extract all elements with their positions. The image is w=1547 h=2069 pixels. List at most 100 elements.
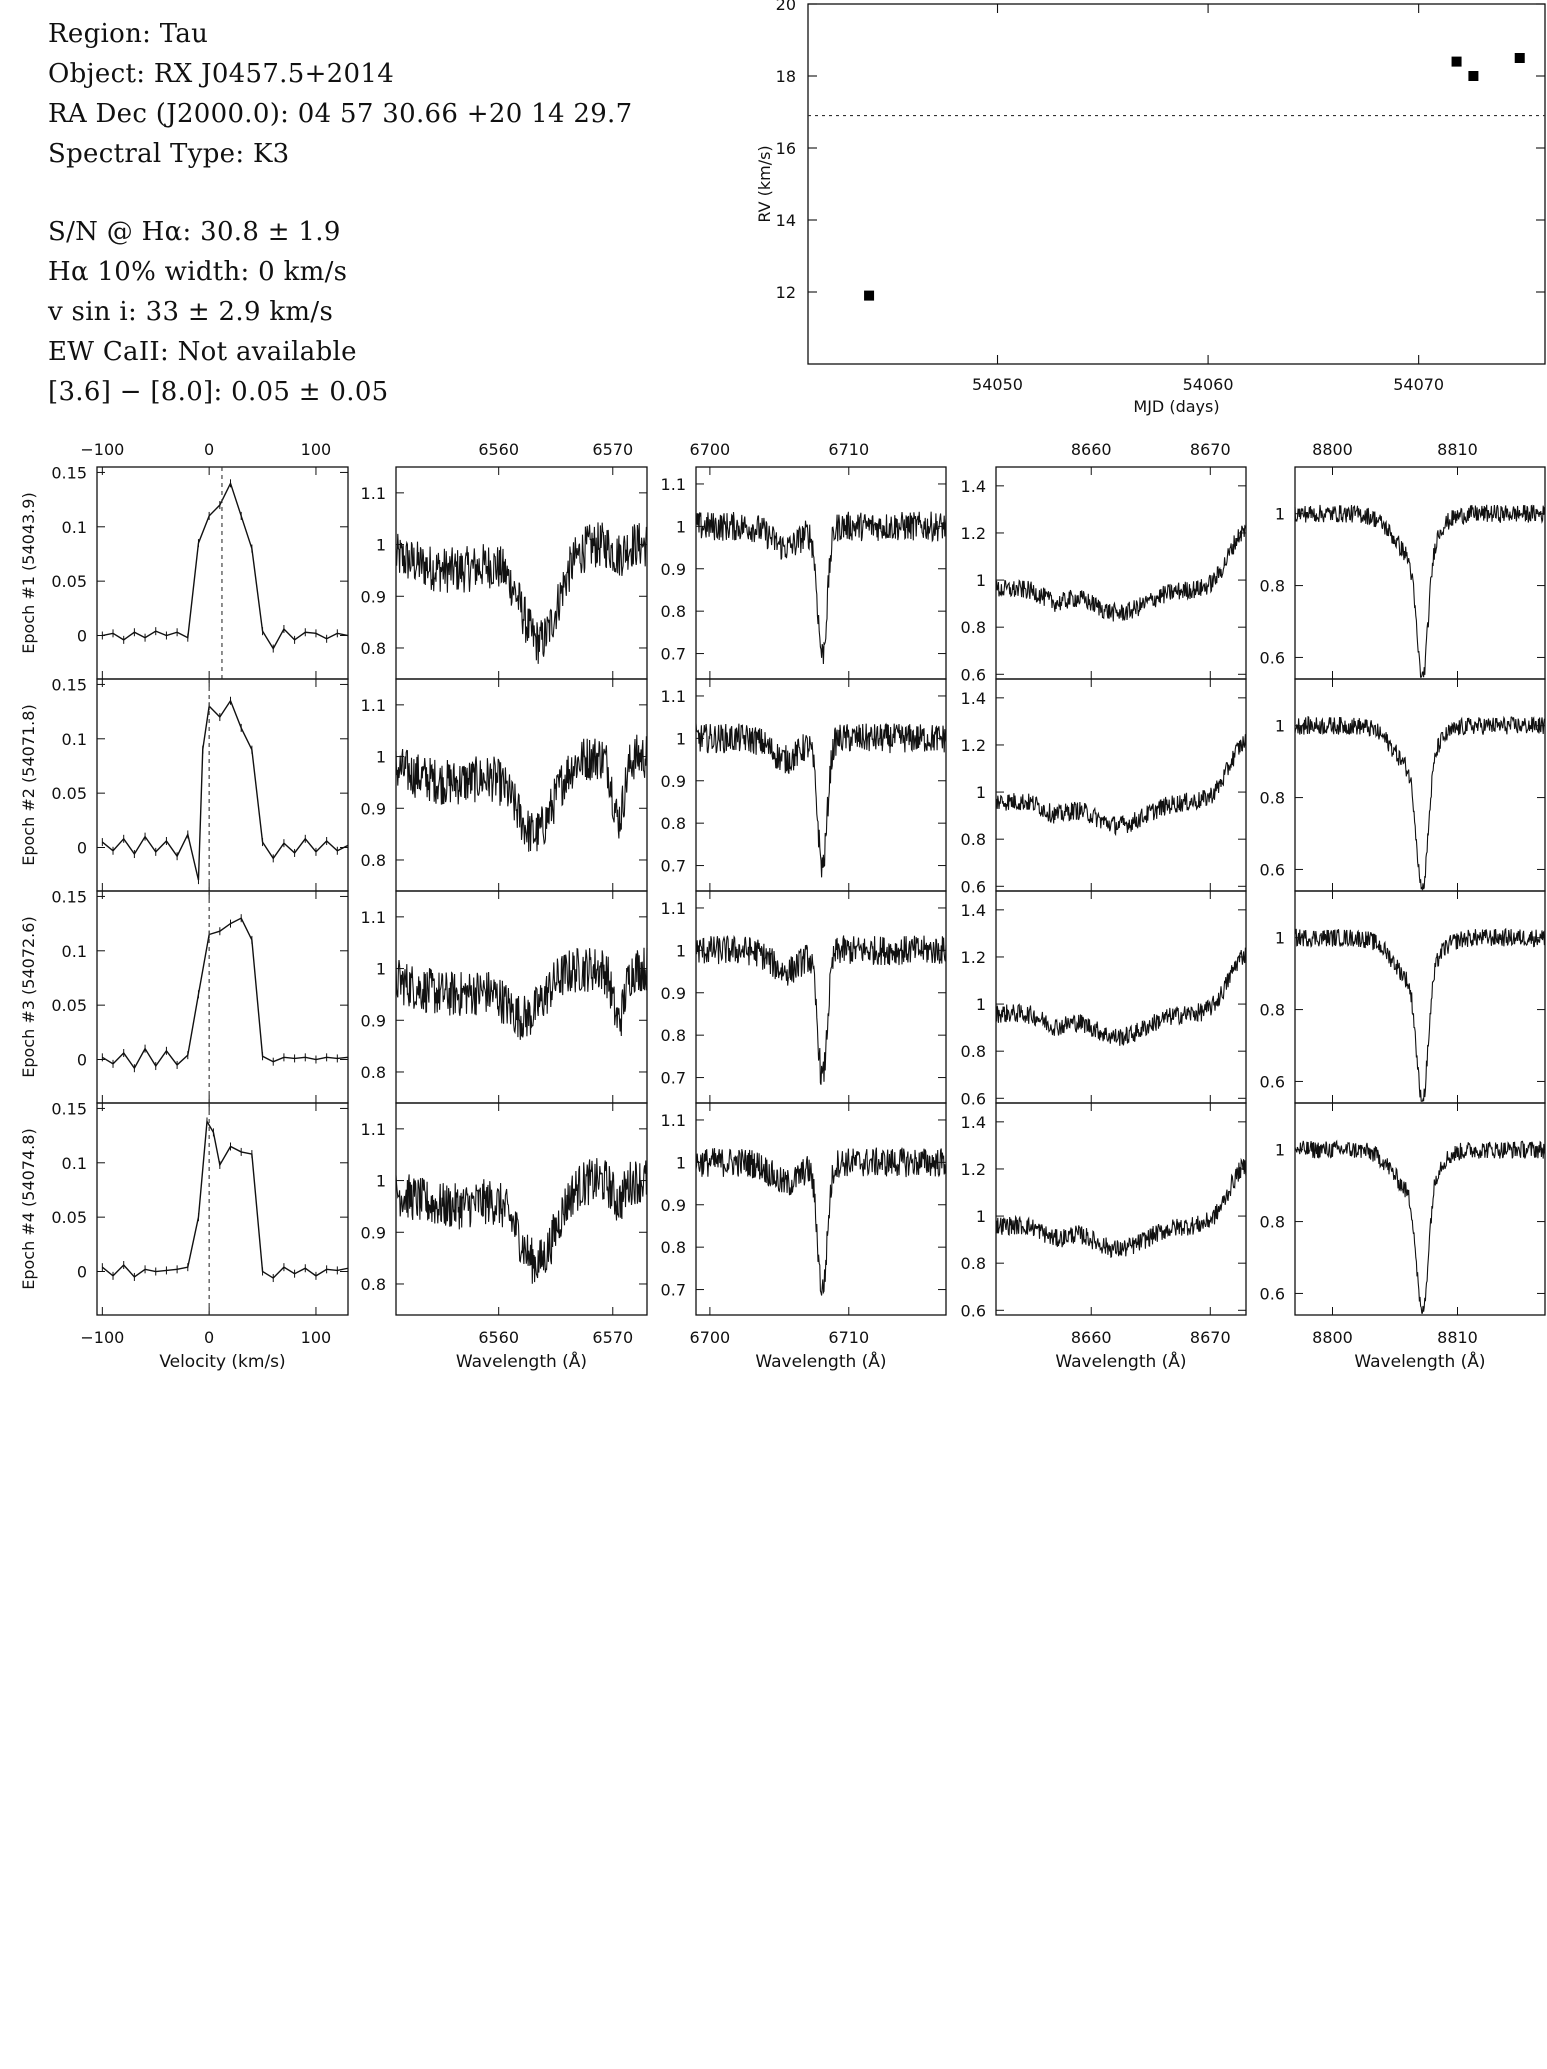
x-tick-label-top: 6700 bbox=[690, 440, 731, 459]
y-tick-label: 0.8 bbox=[1260, 789, 1285, 808]
rv-chart: 54050 54060 54070 12 14 16 18 20 MJD (days) RV (k… bbox=[755, 0, 1546, 416]
panel-frame bbox=[1294, 466, 1546, 680]
panel-li-epoch-2: 0.7 0.8 0.9 1 1.1 bbox=[661, 678, 947, 892]
panel-frame bbox=[1294, 890, 1546, 1104]
region-label: Region: Tau bbox=[48, 19, 209, 49]
y-tick-label: 0.7 bbox=[661, 1281, 686, 1300]
x-tick-label: 0 bbox=[204, 1328, 214, 1347]
panel-frame bbox=[995, 1102, 1247, 1316]
y-tick-label: 0.6 bbox=[961, 877, 986, 896]
y-tick-label: 1 bbox=[1275, 717, 1285, 736]
x-tick-label-top: 100 bbox=[301, 440, 332, 459]
spectral-type-label: Spectral Type: K3 bbox=[48, 139, 290, 169]
y-tick-label: 1 bbox=[976, 783, 986, 802]
y-tick-label: 0.1 bbox=[62, 1154, 87, 1173]
y-tick-label: 0.8 bbox=[361, 851, 386, 870]
x-tick-label-top: −100 bbox=[80, 440, 124, 459]
y-tick-label: 1.2 bbox=[961, 524, 986, 543]
y-tick-label: 0.8 bbox=[661, 1026, 686, 1045]
y-tick-label: 1.2 bbox=[961, 948, 986, 967]
panel-li-epoch-3: 0.7 0.8 0.9 1 1.1 bbox=[661, 890, 947, 1104]
x-axis-label: Wavelength (Å) bbox=[1354, 1350, 1485, 1372]
y-tick-label: 0.9 bbox=[661, 560, 686, 579]
rv-x-axis-label: MJD (days) bbox=[1133, 397, 1219, 416]
panel-ca1-epoch-2: 0.6 0.8 1 1.2 1.4 bbox=[961, 678, 1247, 896]
y-tick-label: 0.8 bbox=[661, 1238, 686, 1257]
spectrum-line bbox=[695, 511, 947, 665]
y-tick-label: 0.8 bbox=[1260, 1001, 1285, 1020]
panel-frame bbox=[395, 890, 648, 1104]
y-tick-label: 1.1 bbox=[361, 696, 386, 715]
spectrum-line bbox=[395, 1158, 648, 1284]
rv-x-tick-label: 54060 bbox=[1183, 375, 1234, 394]
star-info-block: Region: Tau Object: RX J0457.5+2014 RA D… bbox=[48, 14, 748, 412]
y-tick-label: 0.05 bbox=[51, 1208, 87, 1227]
y-tick-label: 1.1 bbox=[361, 908, 386, 927]
x-tick-label: 8660 bbox=[1071, 1328, 1112, 1347]
x-tick-label: 6710 bbox=[828, 1328, 869, 1347]
x-tick-label: 100 bbox=[301, 1328, 332, 1347]
y-tick-label: 1.4 bbox=[961, 901, 986, 920]
x-tick-label: 8670 bbox=[1190, 1328, 1231, 1347]
panel-ha-epoch-3: 0.8 0.9 1 1.1 bbox=[361, 890, 648, 1104]
x-tick-label: 8800 bbox=[1312, 1328, 1353, 1347]
x-tick-label: −100 bbox=[80, 1328, 124, 1347]
y-tick-label: 1 bbox=[1275, 1141, 1285, 1160]
y-tick-label: 0.05 bbox=[51, 996, 87, 1015]
y-tick-label: 0.15 bbox=[51, 675, 87, 694]
panel-frame bbox=[995, 890, 1247, 1104]
x-tick-label-top: 8660 bbox=[1071, 440, 1112, 459]
vsini-label: v sin i: 33 ± 2.9 km/s bbox=[48, 297, 334, 327]
y-tick-label: 1.2 bbox=[961, 1160, 986, 1179]
y-tick-label: 1 bbox=[676, 1153, 686, 1172]
x-tick-label-top: 6710 bbox=[828, 440, 869, 459]
panel-frame bbox=[1294, 678, 1546, 892]
y-tick-label: 1 bbox=[376, 536, 386, 555]
epoch-label: Epoch #2 (54071.8) bbox=[19, 704, 38, 865]
panel-frame bbox=[96, 678, 349, 892]
y-tick-label: 0 bbox=[77, 1263, 87, 1282]
velocity-profile-line bbox=[101, 1119, 349, 1279]
epoch-label: Epoch #3 (54072.6) bbox=[19, 916, 38, 1077]
x-tick-label-top: 6560 bbox=[478, 440, 519, 459]
y-tick-label: 1.1 bbox=[661, 899, 686, 918]
spectrum-line bbox=[395, 522, 648, 664]
spectrum-line bbox=[1294, 927, 1546, 1102]
y-tick-label: 0.1 bbox=[62, 942, 87, 961]
y-tick-label: 1 bbox=[1275, 505, 1285, 524]
rv-y-tick-label: 16 bbox=[776, 139, 796, 158]
sn-label: S/N @ Hα: 30.8 ± 1.9 bbox=[48, 217, 341, 247]
y-tick-label: 0.8 bbox=[1260, 1213, 1285, 1232]
x-tick-label: 6570 bbox=[592, 1328, 633, 1347]
panel-ca2-epoch-3: 0.6 0.8 1 bbox=[1260, 890, 1546, 1104]
y-tick-label: 1.1 bbox=[661, 475, 686, 494]
y-tick-label: 1 bbox=[976, 571, 986, 590]
y-tick-label: 0.1 bbox=[62, 730, 87, 749]
y-tick-label: 0.8 bbox=[1260, 577, 1285, 596]
y-tick-label: 1.1 bbox=[661, 687, 686, 706]
spectrum-line bbox=[995, 524, 1247, 622]
y-tick-label: 1.2 bbox=[961, 736, 986, 755]
panel-ca2-epoch-4: 0.6 0.8 1 8800 8810 bbox=[1260, 1102, 1546, 1347]
y-tick-label: 1.1 bbox=[361, 484, 386, 503]
panel-ha-epoch-2: 0.8 0.9 1 1.1 bbox=[361, 678, 648, 892]
y-tick-label: 0.9 bbox=[661, 772, 686, 791]
spectrum-line bbox=[695, 1147, 947, 1296]
y-tick-label: 0.9 bbox=[361, 587, 386, 606]
halpha-width-label: Hα 10% width: 0 km/s bbox=[48, 257, 348, 287]
y-tick-label: 1.4 bbox=[961, 689, 986, 708]
panel-li-epoch-4: 0.7 0.8 0.9 1 1.1 6700 6710 bbox=[661, 1102, 947, 1347]
y-tick-label: 0.8 bbox=[961, 830, 986, 849]
y-tick-label: 0.6 bbox=[961, 1089, 986, 1108]
panel-frame bbox=[395, 1102, 648, 1316]
rv-y-tick-label: 20 bbox=[776, 0, 796, 14]
panel-frame bbox=[695, 1102, 947, 1316]
x-tick-label-top: 8670 bbox=[1190, 440, 1231, 459]
rv-point bbox=[1451, 56, 1462, 67]
y-tick-label: 1 bbox=[1275, 929, 1285, 948]
y-tick-label: 0.7 bbox=[661, 1069, 686, 1088]
y-tick-label: 0.6 bbox=[1260, 860, 1285, 879]
y-tick-label: 1 bbox=[676, 517, 686, 536]
